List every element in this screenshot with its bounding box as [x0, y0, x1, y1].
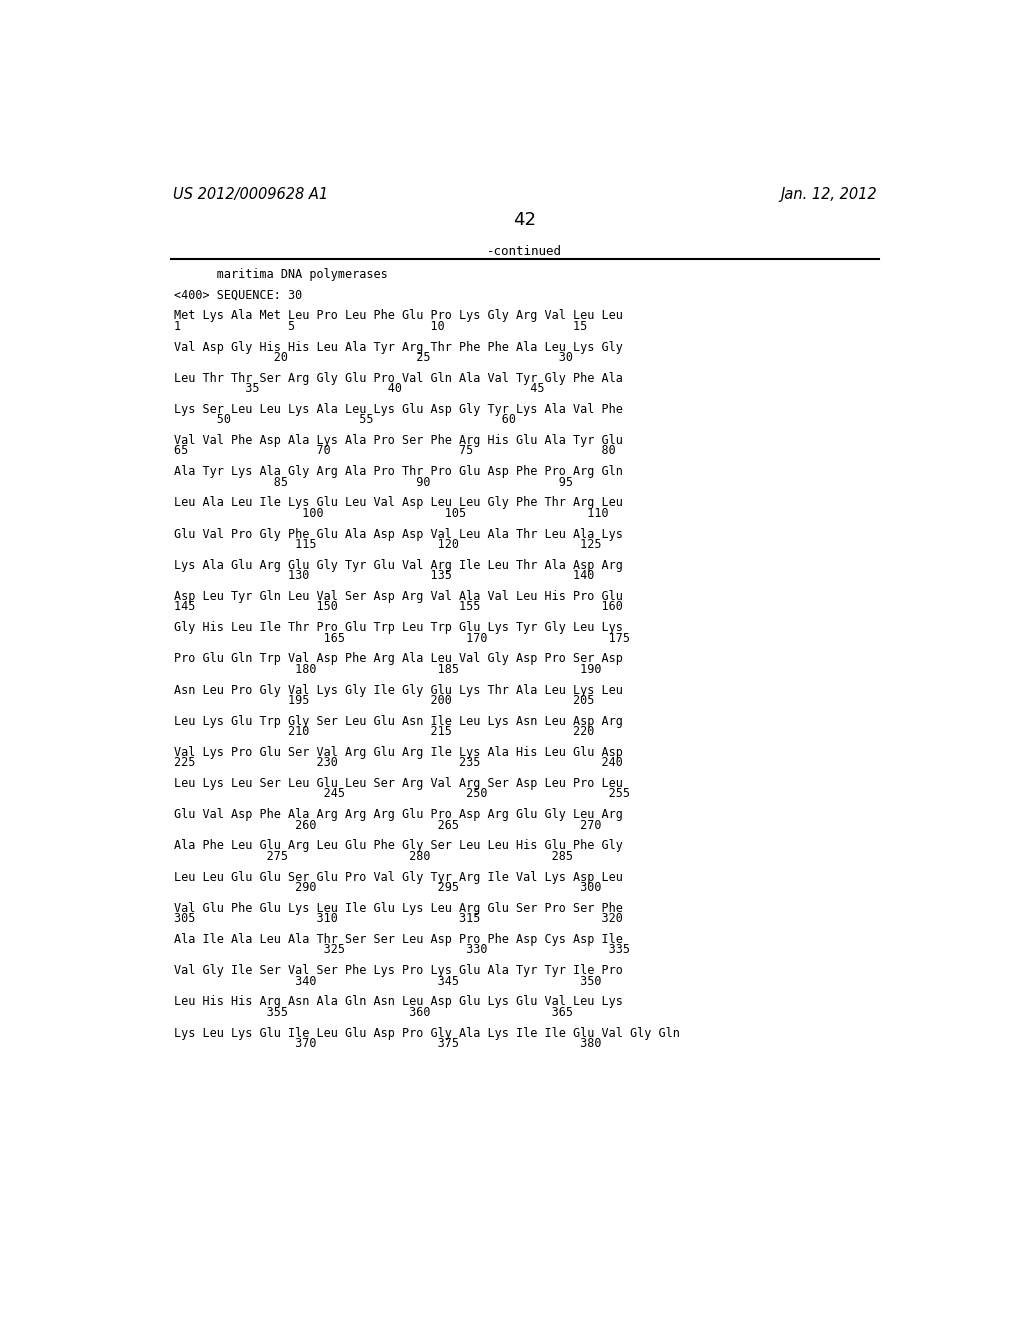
Text: -continued: -continued — [487, 246, 562, 259]
Text: Leu His His Arg Asn Ala Gln Asn Leu Asp Glu Lys Glu Val Leu Lys: Leu His His Arg Asn Ala Gln Asn Leu Asp … — [174, 995, 624, 1008]
Text: 165                 170                 175: 165 170 175 — [174, 631, 631, 644]
Text: 20                  25                  30: 20 25 30 — [174, 351, 573, 364]
Text: US 2012/0009628 A1: US 2012/0009628 A1 — [173, 187, 328, 202]
Text: Lys Ser Leu Leu Lys Ala Leu Lys Glu Asp Gly Tyr Lys Ala Val Phe: Lys Ser Leu Leu Lys Ala Leu Lys Glu Asp … — [174, 403, 624, 416]
Text: Asn Leu Pro Gly Val Lys Gly Ile Gly Glu Lys Thr Ala Leu Lys Leu: Asn Leu Pro Gly Val Lys Gly Ile Gly Glu … — [174, 684, 624, 697]
Text: 145                 150                 155                 160: 145 150 155 160 — [174, 601, 624, 614]
Text: 180                 185                 190: 180 185 190 — [174, 663, 602, 676]
Text: Asp Leu Tyr Gln Leu Val Ser Asp Arg Val Ala Val Leu His Pro Glu: Asp Leu Tyr Gln Leu Val Ser Asp Arg Val … — [174, 590, 624, 603]
Text: 355                 360                 365: 355 360 365 — [174, 1006, 573, 1019]
Text: 290                 295                 300: 290 295 300 — [174, 880, 602, 894]
Text: 325                 330                 335: 325 330 335 — [174, 944, 631, 957]
Text: Leu Leu Glu Glu Ser Glu Pro Val Gly Tyr Arg Ile Val Lys Asp Leu: Leu Leu Glu Glu Ser Glu Pro Val Gly Tyr … — [174, 871, 624, 883]
Text: Gly His Leu Ile Thr Pro Glu Trp Leu Trp Glu Lys Tyr Gly Leu Lys: Gly His Leu Ile Thr Pro Glu Trp Leu Trp … — [174, 622, 624, 634]
Text: Leu Thr Thr Ser Arg Gly Glu Pro Val Gln Ala Val Tyr Gly Phe Ala: Leu Thr Thr Ser Arg Gly Glu Pro Val Gln … — [174, 372, 624, 384]
Text: 115                 120                 125: 115 120 125 — [174, 539, 602, 550]
Text: Leu Lys Leu Ser Leu Glu Leu Ser Arg Val Arg Ser Asp Leu Pro Leu: Leu Lys Leu Ser Leu Glu Leu Ser Arg Val … — [174, 777, 624, 791]
Text: Lys Ala Glu Arg Glu Gly Tyr Glu Val Arg Ile Leu Thr Ala Asp Arg: Lys Ala Glu Arg Glu Gly Tyr Glu Val Arg … — [174, 558, 624, 572]
Text: Leu Ala Leu Ile Lys Glu Leu Val Asp Leu Leu Gly Phe Thr Arg Leu: Leu Ala Leu Ile Lys Glu Leu Val Asp Leu … — [174, 496, 624, 510]
Text: 85                  90                  95: 85 90 95 — [174, 475, 573, 488]
Text: <400> SEQUENCE: 30: <400> SEQUENCE: 30 — [174, 289, 303, 301]
Text: 1               5                   10                  15: 1 5 10 15 — [174, 319, 588, 333]
Text: 50                  55                  60: 50 55 60 — [174, 413, 516, 426]
Text: maritima DNA polymerases: maritima DNA polymerases — [174, 268, 388, 281]
Text: Glu Val Pro Gly Phe Glu Ala Asp Asp Val Leu Ala Thr Leu Ala Lys: Glu Val Pro Gly Phe Glu Ala Asp Asp Val … — [174, 528, 624, 541]
Text: Ala Phe Leu Glu Arg Leu Glu Phe Gly Ser Leu Leu His Glu Phe Gly: Ala Phe Leu Glu Arg Leu Glu Phe Gly Ser … — [174, 840, 624, 853]
Text: Jan. 12, 2012: Jan. 12, 2012 — [780, 187, 877, 202]
Text: Val Glu Phe Glu Lys Leu Ile Glu Lys Leu Arg Glu Ser Pro Ser Phe: Val Glu Phe Glu Lys Leu Ile Glu Lys Leu … — [174, 902, 624, 915]
Text: 100                 105                 110: 100 105 110 — [174, 507, 609, 520]
Text: 305                 310                 315                 320: 305 310 315 320 — [174, 912, 624, 925]
Text: Met Lys Ala Met Leu Pro Leu Phe Glu Pro Lys Gly Arg Val Leu Leu: Met Lys Ala Met Leu Pro Leu Phe Glu Pro … — [174, 309, 624, 322]
Text: Ala Tyr Lys Ala Gly Arg Ala Pro Thr Pro Glu Asp Phe Pro Arg Gln: Ala Tyr Lys Ala Gly Arg Ala Pro Thr Pro … — [174, 465, 624, 478]
Text: Val Gly Ile Ser Val Ser Phe Lys Pro Lys Glu Ala Tyr Tyr Ile Pro: Val Gly Ile Ser Val Ser Phe Lys Pro Lys … — [174, 964, 624, 977]
Text: 35                  40                  45: 35 40 45 — [174, 381, 545, 395]
Text: 275                 280                 285: 275 280 285 — [174, 850, 573, 863]
Text: Val Lys Pro Glu Ser Val Arg Glu Arg Ile Lys Ala His Leu Glu Asp: Val Lys Pro Glu Ser Val Arg Glu Arg Ile … — [174, 746, 624, 759]
Text: 42: 42 — [513, 211, 537, 228]
Text: Val Asp Gly His His Leu Ala Tyr Arg Thr Phe Phe Ala Leu Lys Gly: Val Asp Gly His His Leu Ala Tyr Arg Thr … — [174, 341, 624, 354]
Text: 210                 215                 220: 210 215 220 — [174, 725, 595, 738]
Text: 260                 265                 270: 260 265 270 — [174, 818, 602, 832]
Text: Pro Glu Gln Trp Val Asp Phe Arg Ala Leu Val Gly Asp Pro Ser Asp: Pro Glu Gln Trp Val Asp Phe Arg Ala Leu … — [174, 652, 624, 665]
Text: 245                 250                 255: 245 250 255 — [174, 788, 631, 800]
Text: 225                 230                 235                 240: 225 230 235 240 — [174, 756, 624, 770]
Text: Leu Lys Glu Trp Gly Ser Leu Glu Asn Ile Leu Lys Asn Leu Asp Arg: Leu Lys Glu Trp Gly Ser Leu Glu Asn Ile … — [174, 714, 624, 727]
Text: 370                 375                 380: 370 375 380 — [174, 1038, 602, 1049]
Text: Lys Leu Lys Glu Ile Leu Glu Asp Pro Gly Ala Lys Ile Ile Glu Val Gly Gln: Lys Leu Lys Glu Ile Leu Glu Asp Pro Gly … — [174, 1027, 680, 1040]
Text: 130                 135                 140: 130 135 140 — [174, 569, 595, 582]
Text: 65                  70                  75                  80: 65 70 75 80 — [174, 445, 616, 458]
Text: Val Val Phe Asp Ala Lys Ala Pro Ser Phe Arg His Glu Ala Tyr Glu: Val Val Phe Asp Ala Lys Ala Pro Ser Phe … — [174, 434, 624, 447]
Text: Glu Val Asp Phe Ala Arg Arg Arg Glu Pro Asp Arg Glu Gly Leu Arg: Glu Val Asp Phe Ala Arg Arg Arg Glu Pro … — [174, 808, 624, 821]
Text: 195                 200                 205: 195 200 205 — [174, 694, 595, 708]
Text: 340                 345                 350: 340 345 350 — [174, 974, 602, 987]
Text: Ala Ile Ala Leu Ala Thr Ser Ser Leu Asp Pro Phe Asp Cys Asp Ile: Ala Ile Ala Leu Ala Thr Ser Ser Leu Asp … — [174, 933, 624, 946]
